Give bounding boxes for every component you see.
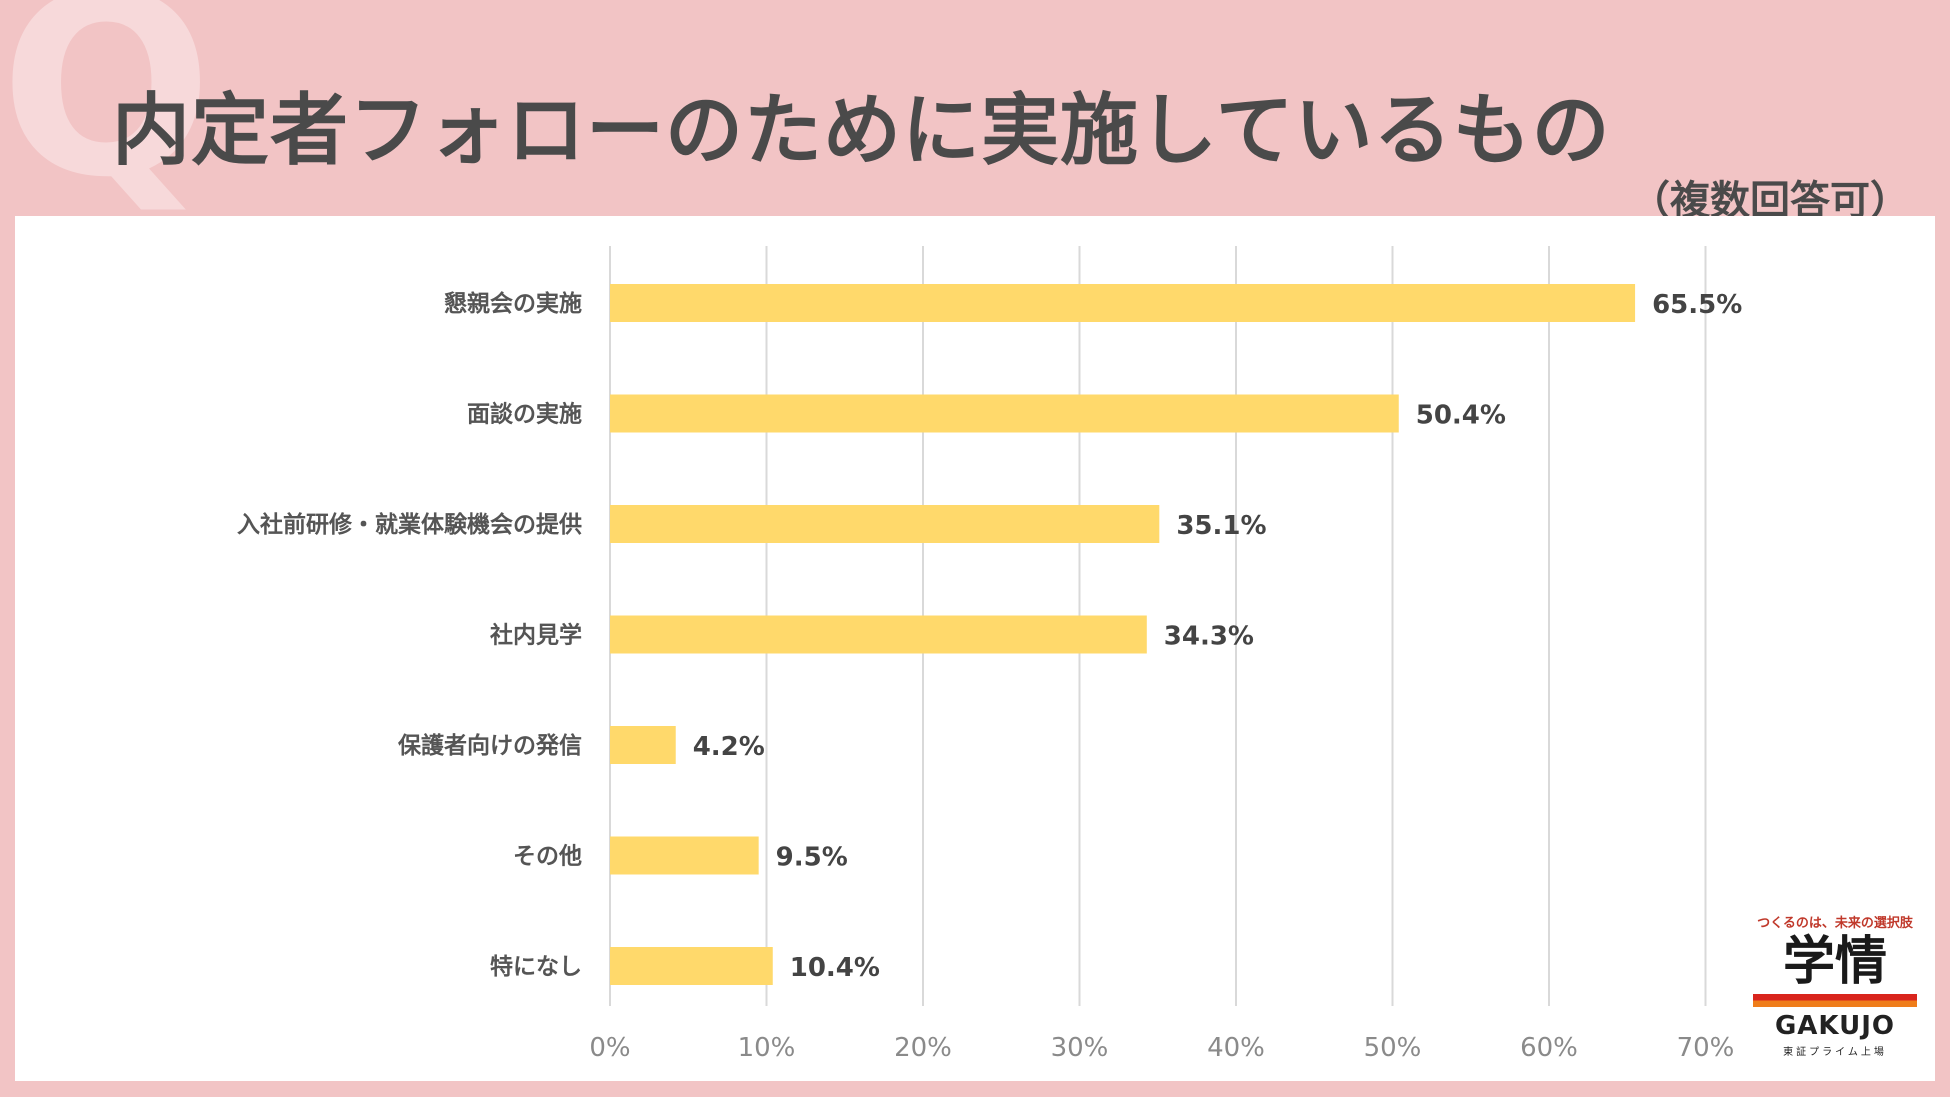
x-tick-label-10: 10% [738, 1033, 796, 1063]
bar-chart: 0% 10% 20% 30% 40% 50% 60% 70% 懇親会の実施 65.5% 面談の実施 5… [237, 246, 1742, 1063]
bar-5 [610, 836, 759, 875]
bar-0 [610, 284, 1636, 322]
category-label-1: 面談の実施 [467, 401, 582, 428]
value-label-4: 4.2% [693, 732, 765, 762]
logo-name-en: GAKUJO [1774, 1010, 1896, 1041]
x-tick-label-0: 0% [589, 1033, 630, 1063]
x-tick-label-30: 30% [1051, 1033, 1109, 1063]
value-label-1: 50.4% [1416, 401, 1506, 431]
bar-3 [610, 615, 1147, 654]
chart-title: 内定者フォローのために実施しているもの [112, 86, 1611, 176]
category-label-4: 保護者向けの発信 [397, 732, 582, 759]
value-label-2: 35.1% [1176, 511, 1266, 541]
x-tick-label-40: 40% [1207, 1033, 1265, 1063]
bar-6 [610, 947, 773, 985]
gakujo-logo: つくるのは、未来の選択肢 学情 GAKUJO 東証プライム上場 [1745, 912, 1925, 1058]
x-tick-label-20: 20% [894, 1033, 952, 1063]
value-label-3: 34.3% [1164, 622, 1254, 652]
x-tick-label-50: 50% [1364, 1033, 1422, 1063]
logo-name-jp: 学情 [1782, 932, 1887, 992]
logo-bar [1753, 993, 1917, 1007]
bar-2 [610, 505, 1160, 543]
chart-panel: 0% 10% 20% 30% 40% 50% 60% 70% 懇親会の実施 65.5% 面談の実施 5… [15, 216, 1935, 1081]
logo-listing: 東証プライム上場 [1783, 1046, 1887, 1058]
value-label-5: 9.5% [776, 843, 848, 873]
x-tick-label-60: 60% [1520, 1033, 1578, 1063]
category-label-6: 特になし [490, 954, 582, 980]
category-label-3: 社内見学 [490, 622, 582, 649]
logo-tagline: つくるのは、未来の選択肢 [1757, 916, 1913, 931]
x-tick-label-70: 70% [1677, 1033, 1735, 1063]
q-decoration: Q [0, 0, 213, 232]
value-label-6: 10.4% [790, 953, 880, 983]
bar-4 [610, 726, 676, 764]
value-label-0: 65.5% [1652, 290, 1742, 320]
category-label-0: 懇親会の実施 [444, 290, 582, 317]
category-label-5: その他 [513, 844, 582, 870]
category-label-2: 入社前研修・就業体験機会の提供 [237, 511, 582, 538]
bar-1 [610, 394, 1399, 433]
